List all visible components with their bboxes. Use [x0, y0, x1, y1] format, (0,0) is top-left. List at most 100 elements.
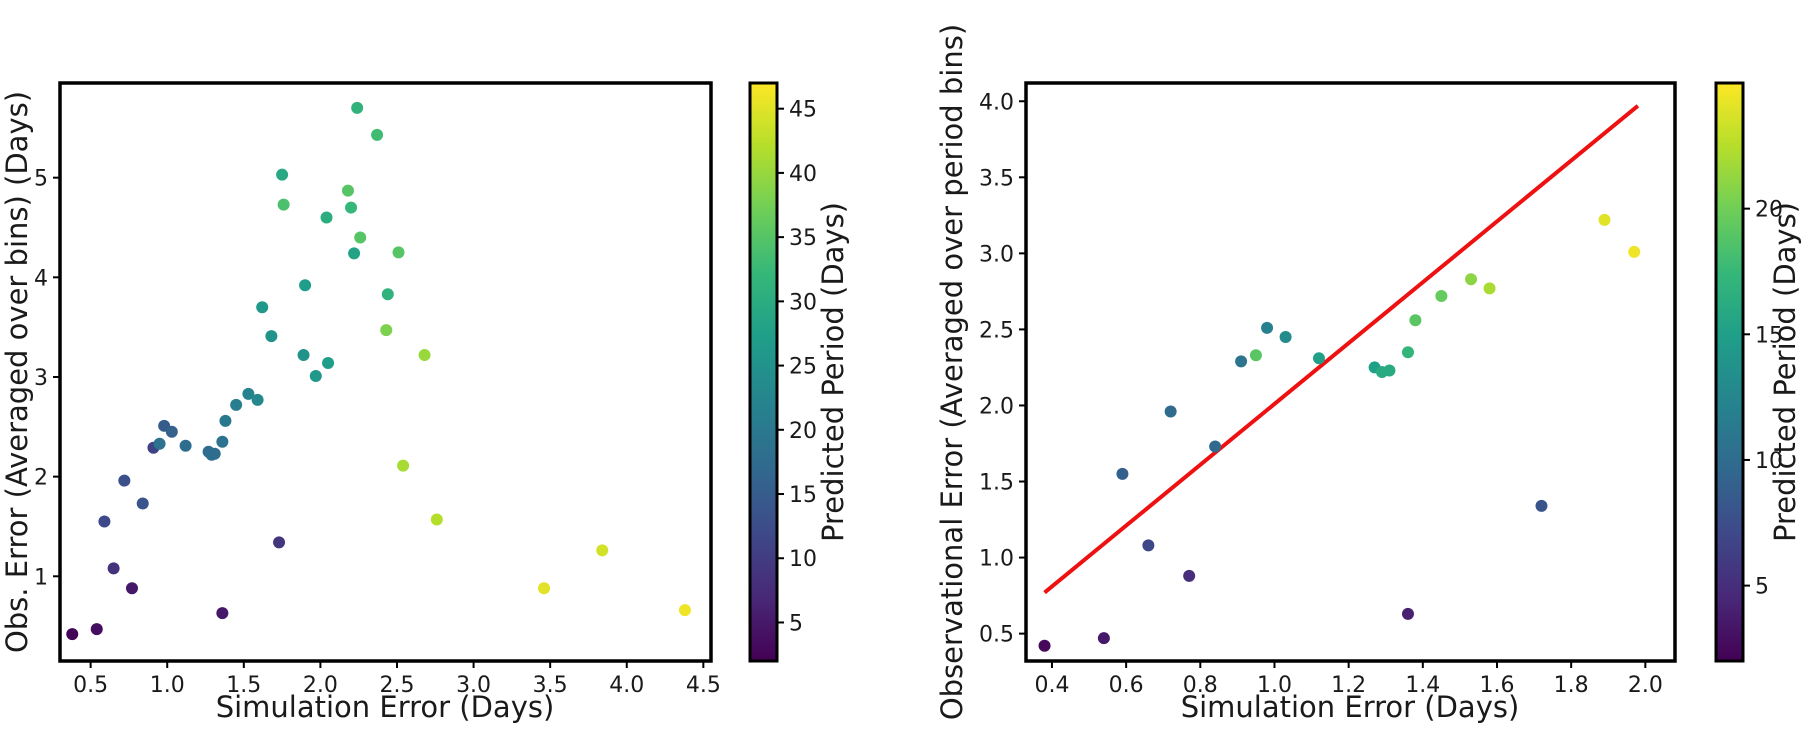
data-point: [341, 184, 354, 197]
y-tick-label: 5: [34, 167, 48, 192]
data-point: [1183, 569, 1196, 582]
right-x-ticks: 0.4 0.6 0.8 1.0 1.2 1.4 1.6 1.8 2.0: [1034, 661, 1663, 698]
colorbar-tick-label: 45: [789, 98, 817, 123]
y-tick-label: 1.0: [979, 547, 1014, 572]
right-colorbar-frame: [1714, 81, 1745, 663]
left-colorbar-ticks: 5 10 15 20 25 30 35 40 45: [777, 98, 817, 636]
data-point: [418, 349, 431, 362]
colorbar-tick-label: 40: [789, 162, 817, 187]
right-scatter-plot: 0.4 0.6 0.8 1.0 1.2 1.4 1.6 1.8 2.0 0.5 1.0 1.5 2.0…: [935, 24, 1677, 724]
left-plot-frame: [58, 81, 713, 663]
x-tick-label: 3.0: [456, 673, 491, 698]
left-colorbar-frame: [748, 81, 779, 663]
x-tick-label: 1.8: [1554, 673, 1589, 698]
data-point: [309, 369, 322, 382]
left-x-ticks: 0.5 1.0 1.5 2.0 2.5 3.0 3.5 4.0 4.5: [73, 661, 721, 698]
data-point: [596, 544, 609, 557]
data-point: [1465, 273, 1478, 286]
data-point: [153, 437, 166, 450]
colorbar-tick-label: 35: [789, 226, 817, 251]
x-tick-label: 4.5: [686, 673, 721, 698]
right-colorbar-ticks: 5 10 15 20: [1743, 198, 1783, 600]
data-point: [216, 435, 229, 448]
data-point: [208, 447, 221, 460]
data-point: [125, 582, 138, 595]
data-point: [219, 414, 232, 427]
data-point: [354, 231, 367, 244]
data-point: [1628, 245, 1641, 258]
y-tick-label: 3: [34, 366, 48, 391]
data-point: [1164, 405, 1177, 418]
data-point: [297, 349, 310, 362]
data-point: [1409, 314, 1422, 327]
data-point: [1435, 289, 1448, 302]
data-point: [1383, 364, 1396, 377]
y-tick-label: 2: [34, 466, 48, 491]
right-colorbar-gradient: [1716, 83, 1743, 661]
data-point: [230, 398, 243, 411]
left-colorbar-gradient: [750, 83, 777, 661]
data-point: [265, 330, 278, 343]
data-point: [1401, 346, 1414, 359]
data-point: [273, 536, 286, 549]
right-points-layer: [1038, 213, 1641, 652]
data-point: [380, 324, 393, 337]
colorbar-tick-label: 20: [1755, 198, 1783, 223]
data-point: [1598, 213, 1611, 226]
right-y-axis-label: Observational Error (Averaged over perio…: [935, 24, 969, 720]
data-point: [345, 201, 358, 214]
colorbar-tick-label: 15: [789, 483, 817, 508]
y-tick-label: 3.0: [979, 242, 1014, 267]
left-x-axis-label: Simulation Error (Days): [216, 690, 555, 724]
x-tick-label: 0.4: [1034, 673, 1069, 698]
data-point: [242, 387, 255, 400]
data-point: [1116, 467, 1129, 480]
y-tick-label: 1.5: [979, 471, 1014, 496]
x-tick-label: 0.5: [73, 673, 108, 698]
x-tick-label: 4.0: [609, 673, 644, 698]
colorbar-tick-label: 10: [1755, 449, 1783, 474]
colorbar-tick-label: 10: [789, 547, 817, 572]
x-tick-label: 1.0: [150, 673, 185, 698]
x-tick-label: 1.6: [1479, 673, 1514, 698]
data-point: [392, 246, 405, 259]
x-tick-label: 0.8: [1183, 673, 1218, 698]
colorbar-tick-label: 5: [1755, 575, 1769, 600]
data-point: [1483, 282, 1496, 295]
data-point: [1312, 352, 1325, 365]
left-y-axis-label: Obs. Error (Averaged over bins) (Days): [0, 91, 34, 653]
data-point: [136, 497, 149, 510]
data-point: [276, 168, 289, 181]
data-point: [371, 128, 384, 141]
left-colorbar-label: Predicted Period (Days): [816, 202, 850, 542]
data-point: [299, 279, 312, 292]
x-tick-label: 0.6: [1109, 673, 1144, 698]
data-point: [1261, 321, 1274, 334]
right-fit-line: [1043, 104, 1640, 595]
right-colorbar: 5 10 15 20 Predicted Period (Days): [1714, 81, 1802, 663]
data-point: [381, 288, 394, 301]
x-tick-label: 1.4: [1405, 673, 1440, 698]
colorbar-tick-label: 20: [789, 419, 817, 444]
data-point: [1038, 639, 1051, 652]
data-point: [678, 604, 691, 617]
data-point: [118, 474, 131, 487]
data-point: [1142, 539, 1155, 552]
left-points-layer: [66, 101, 691, 641]
data-point: [538, 582, 551, 595]
data-point: [107, 562, 120, 575]
y-tick-label: 3.5: [979, 166, 1014, 191]
data-point: [397, 459, 410, 472]
y-tick-label: 2.5: [979, 318, 1014, 343]
data-point: [1097, 632, 1110, 645]
x-tick-label: 2.0: [303, 673, 338, 698]
data-point: [1401, 607, 1414, 620]
y-tick-label: 2.0: [979, 394, 1014, 419]
colorbar-tick-label: 15: [1755, 323, 1783, 348]
right-y-ticks: 0.5 1.0 1.5 2.0 2.5 3.0 3.5 4.0: [979, 90, 1026, 648]
right-x-axis-label: Simulation Error (Days): [1181, 690, 1520, 724]
x-tick-label: 1.0: [1257, 673, 1292, 698]
x-tick-label: 2.5: [379, 673, 414, 698]
colorbar-tick-label: 5: [789, 611, 803, 636]
